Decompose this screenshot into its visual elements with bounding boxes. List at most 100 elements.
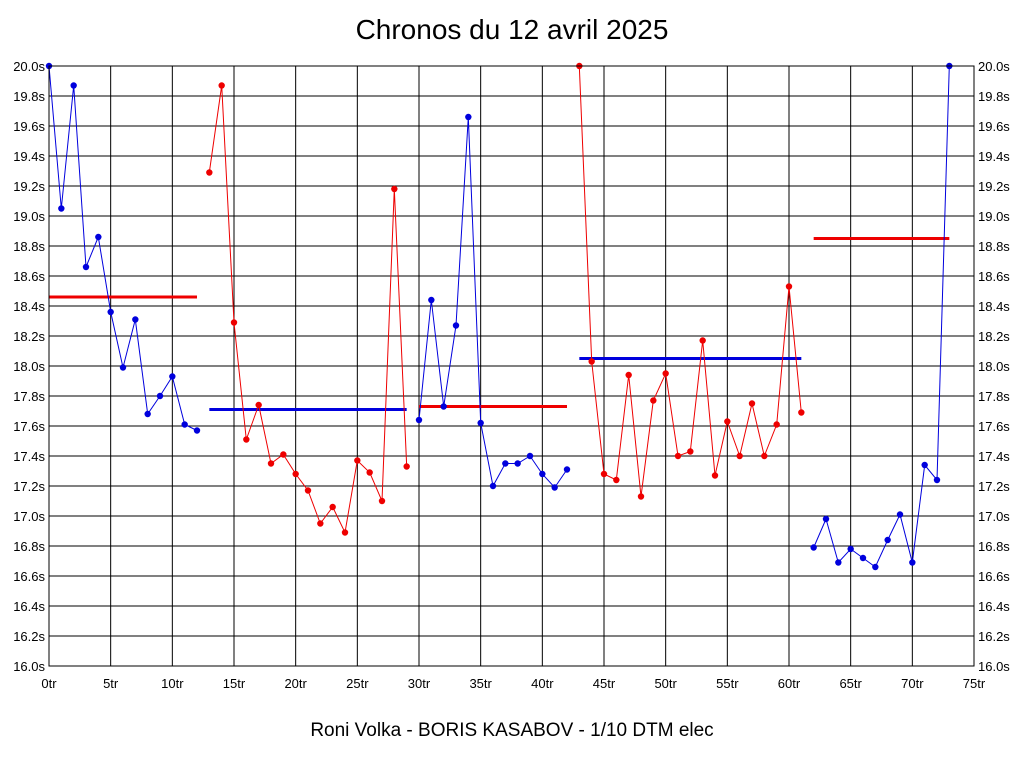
- data-point: [810, 544, 817, 551]
- y-tick-label-right: 16.6s: [978, 569, 1010, 584]
- data-point: [58, 205, 65, 212]
- series-line: [418, 116, 568, 489]
- data-point: [785, 283, 793, 290]
- y-tick-label-right: 17.0s: [978, 509, 1010, 524]
- y-tick-label-left: 19.4s: [13, 149, 45, 164]
- y-tick-label-right: 16.0s: [978, 659, 1010, 674]
- data-point: [267, 460, 275, 467]
- data-point: [847, 545, 854, 553]
- data-point: [798, 409, 805, 416]
- data-point: [304, 487, 312, 494]
- data-point: [761, 452, 768, 460]
- data-point: [193, 427, 201, 434]
- data-point: [132, 316, 139, 323]
- data-point: [526, 452, 534, 460]
- data-point: [909, 559, 916, 566]
- y-tick-label-right: 19.6s: [978, 119, 1010, 134]
- y-tick-label-left: 18.2s: [13, 329, 45, 344]
- data-point: [699, 337, 706, 344]
- chart-footer: Roni Volka - BORIS KASABOV - 1/10 DTM el…: [310, 720, 714, 741]
- data-point: [354, 457, 361, 464]
- data-point: [255, 401, 262, 409]
- y-tick-label-left: 16.4s: [13, 599, 45, 614]
- x-tick-label: 0tr: [41, 676, 57, 691]
- data-point: [95, 233, 102, 241]
- y-tick-label-left: 19.8s: [13, 89, 45, 104]
- data-point: [835, 559, 842, 566]
- y-tick-label-right: 18.8s: [978, 239, 1010, 254]
- y-tick-label-left: 18.6s: [13, 269, 45, 284]
- y-tick-label-left: 18.4s: [13, 299, 45, 314]
- data-point: [489, 482, 497, 490]
- data-point: [243, 436, 250, 443]
- y-tick-label-right: 20.0s: [978, 59, 1010, 74]
- data-point: [724, 418, 731, 425]
- data-point: [206, 169, 213, 176]
- y-tick-label-right: 17.6s: [978, 419, 1010, 434]
- data-point: [317, 520, 324, 527]
- y-tick-label-right: 19.8s: [978, 89, 1010, 104]
- data-point: [366, 469, 373, 476]
- tick-labels: 0tr 5tr 10tr 15tr 20tr 25tr 30tr 35tr 40tr 45tr 50…: [13, 59, 1010, 691]
- series-line: [208, 85, 408, 535]
- data-point: [329, 503, 336, 511]
- y-tick-label-right: 17.4s: [978, 449, 1010, 464]
- data-point: [502, 460, 509, 467]
- data-point: [872, 563, 879, 571]
- y-tick-label-left: 17.4s: [13, 449, 45, 464]
- data-point: [477, 419, 484, 427]
- data-point: [551, 484, 558, 491]
- data-point: [403, 463, 410, 470]
- y-tick-label-left: 16.2s: [13, 629, 45, 644]
- data-point: [144, 410, 151, 418]
- y-tick-label-right: 18.4s: [978, 299, 1010, 314]
- x-tick-label: 50tr: [654, 676, 677, 691]
- data-point: [588, 358, 595, 365]
- chart-title: Chronos du 12 avril 2025: [355, 14, 669, 45]
- series-line: [813, 65, 950, 568]
- data-point: [822, 515, 830, 523]
- y-tick-label-right: 19.4s: [978, 149, 1010, 164]
- y-tick-label-right: 18.2s: [978, 329, 1010, 344]
- x-tick-label: 55tr: [716, 676, 739, 691]
- data-point: [230, 319, 238, 326]
- x-tick-label: 40tr: [531, 676, 554, 691]
- data-point: [613, 476, 620, 484]
- data-point: [711, 472, 719, 479]
- data-point: [600, 470, 608, 478]
- x-tick-label: 35tr: [469, 676, 492, 691]
- data-point: [637, 493, 645, 500]
- data-point: [181, 421, 188, 428]
- y-tick-label-right: 16.4s: [978, 599, 1010, 614]
- x-tick-label: 20tr: [284, 676, 307, 691]
- data-point: [465, 113, 472, 121]
- y-tick-label-right: 17.2s: [978, 479, 1010, 494]
- data-point: [452, 322, 460, 329]
- x-tick-label: 30tr: [408, 676, 431, 691]
- y-tick-label-left: 19.6s: [13, 119, 45, 134]
- series-line: [578, 65, 802, 497]
- data-point: [933, 476, 941, 484]
- data-point: [341, 529, 349, 536]
- data-point: [280, 451, 287, 458]
- data-point: [687, 448, 694, 455]
- data-point: [748, 400, 756, 407]
- data-point: [859, 554, 867, 562]
- x-tick-label: 10tr: [161, 676, 184, 691]
- data-point: [440, 403, 447, 410]
- data-point: [884, 536, 891, 544]
- y-tick-label-right: 18.6s: [978, 269, 1010, 284]
- y-tick-label-left: 18.0s: [13, 359, 45, 374]
- series-lines: [48, 65, 950, 568]
- x-tick-label: 60tr: [778, 676, 801, 691]
- y-tick-label-left: 19.2s: [13, 179, 45, 194]
- data-point: [428, 296, 435, 304]
- y-tick-label-right: 19.0s: [978, 209, 1010, 224]
- data-point: [625, 371, 632, 379]
- y-tick-label-left: 20.0s: [13, 59, 45, 74]
- x-tick-label: 65tr: [839, 676, 862, 691]
- y-tick-label-right: 18.0s: [978, 359, 1010, 374]
- y-tick-label-left: 17.2s: [13, 479, 45, 494]
- grid: [48, 65, 975, 667]
